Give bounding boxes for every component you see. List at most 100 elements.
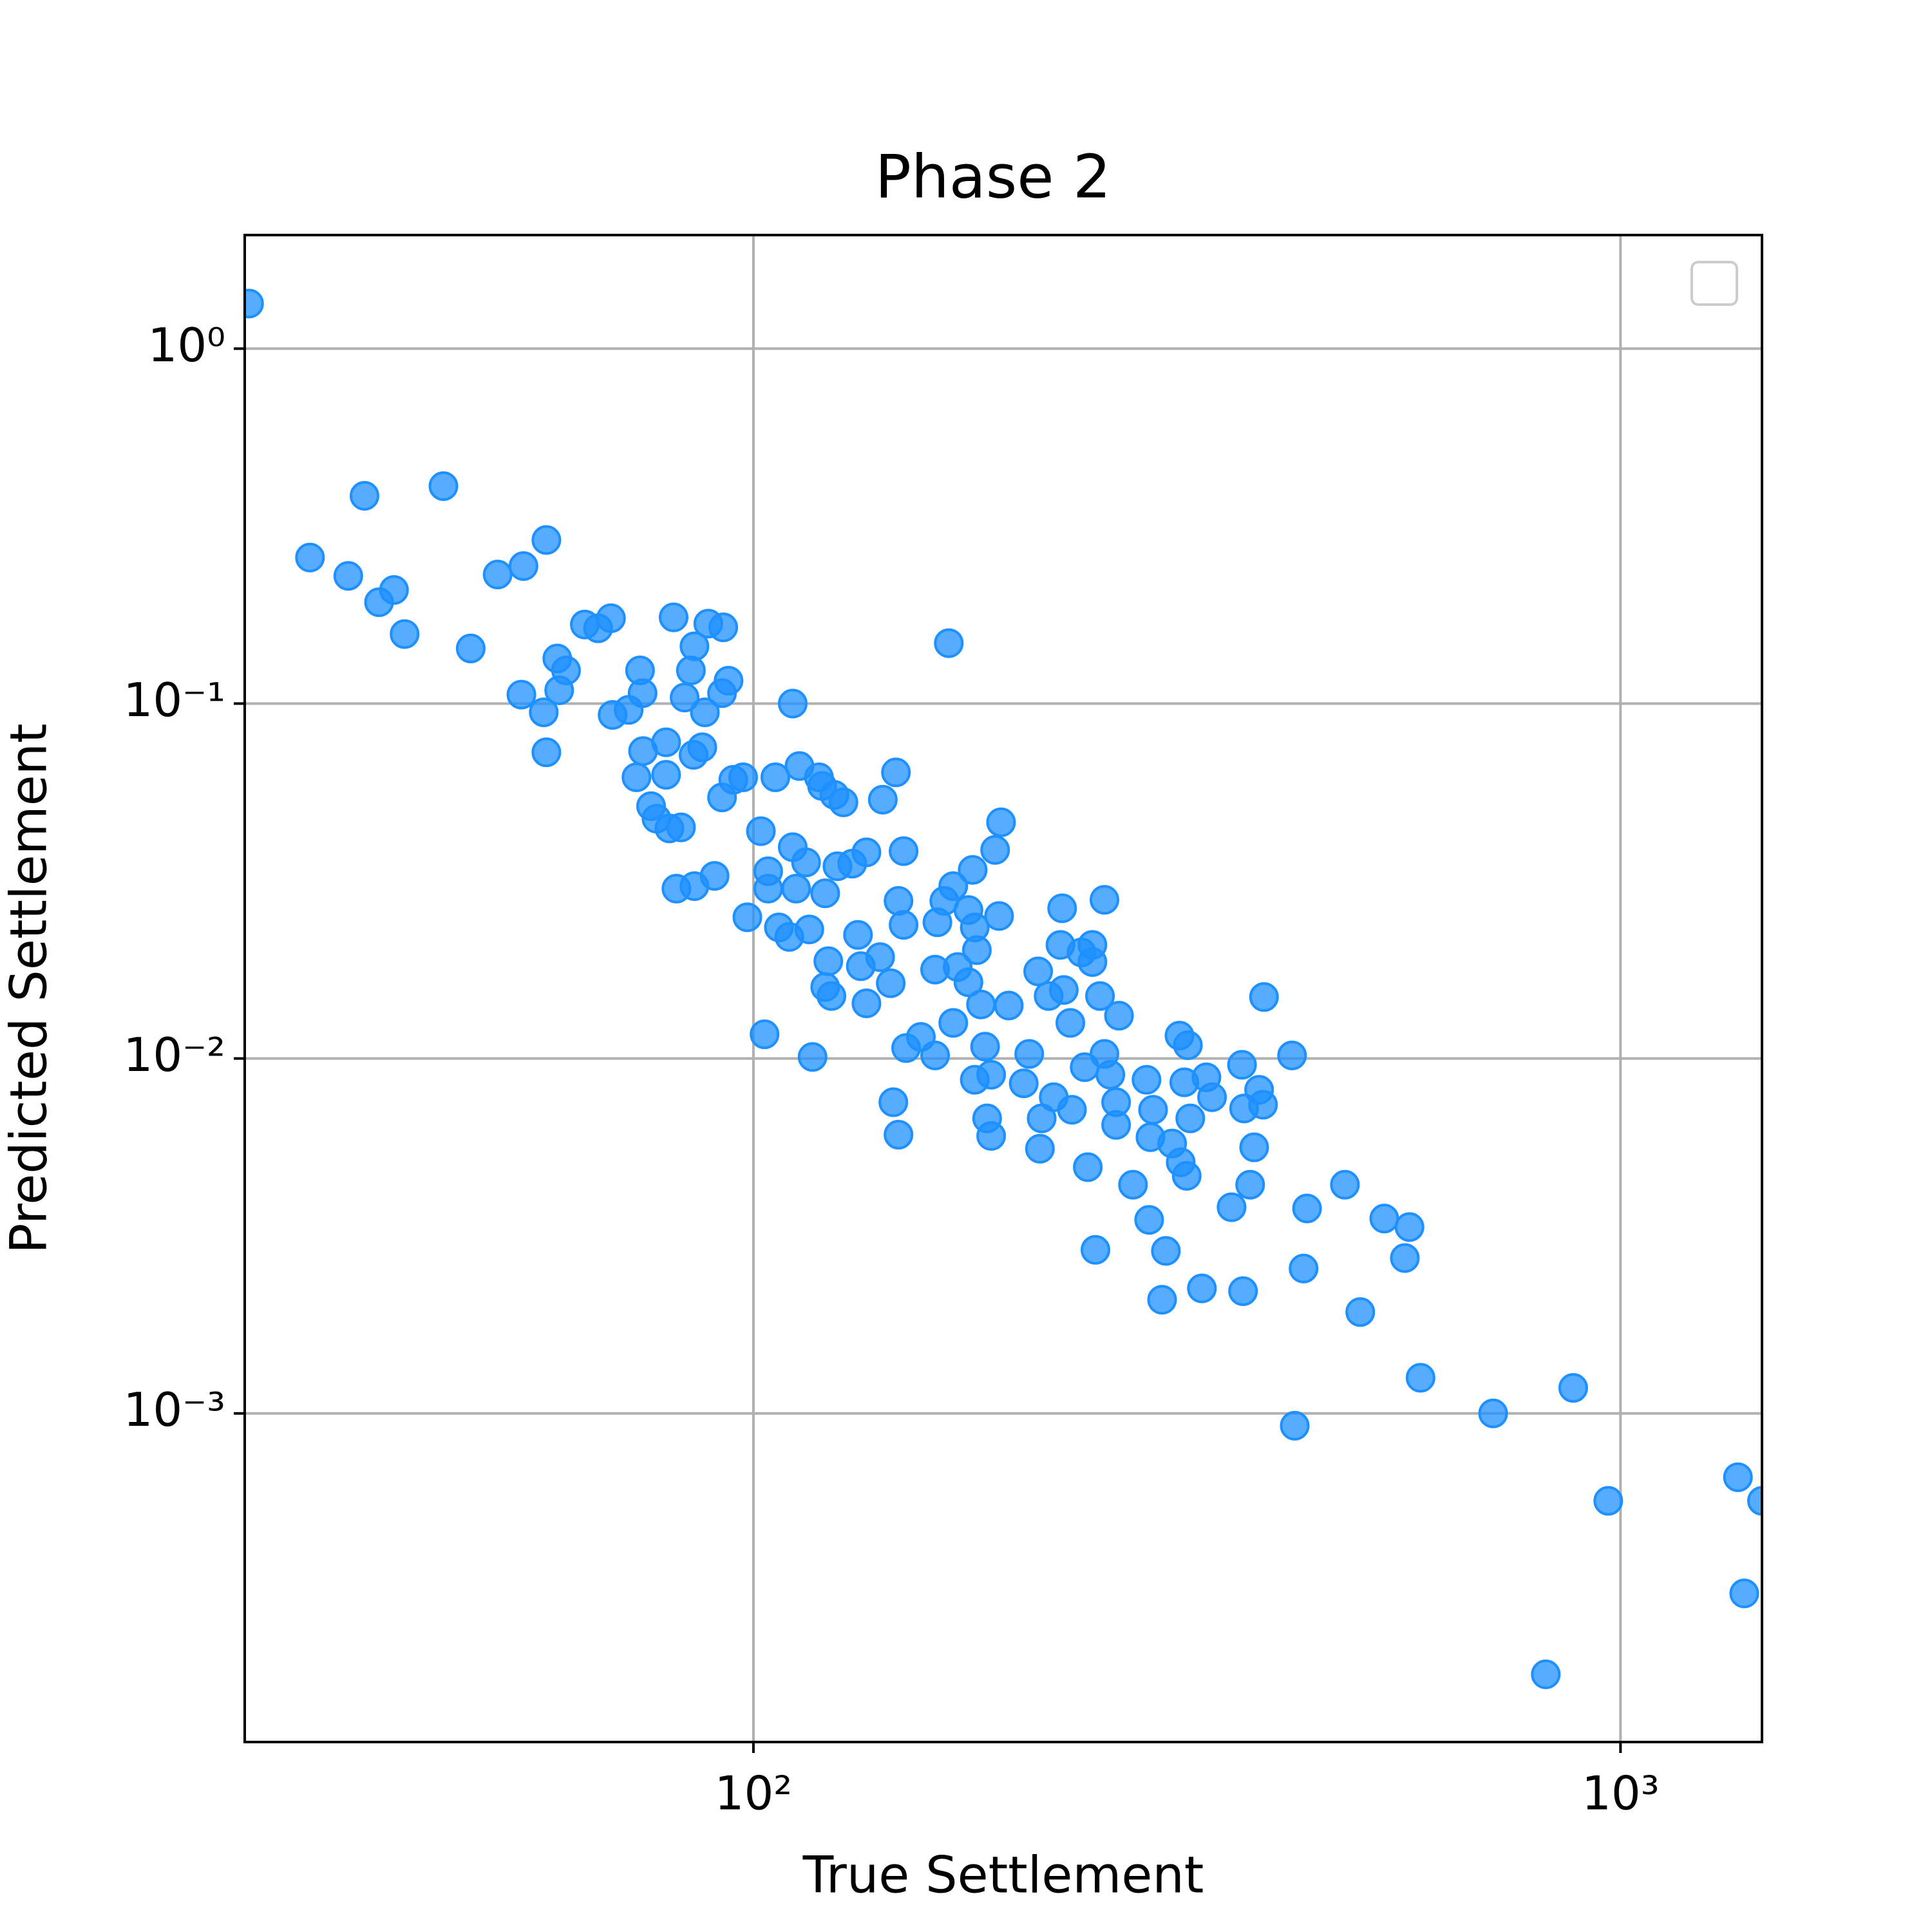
point — [938, 871, 969, 901]
point — [1073, 1152, 1103, 1182]
point — [728, 762, 758, 792]
plot-frame — [243, 234, 1763, 1743]
y-tick-label: 10⁻² — [124, 1028, 225, 1082]
y-tick-label: 10⁰ — [148, 318, 225, 372]
point — [791, 848, 821, 878]
point — [865, 942, 895, 972]
point — [1197, 1082, 1227, 1112]
point — [1187, 1273, 1217, 1303]
point — [884, 886, 914, 916]
point — [732, 902, 762, 933]
point — [551, 656, 581, 686]
point — [531, 525, 562, 555]
point — [867, 784, 898, 815]
point — [1056, 1008, 1086, 1038]
point — [813, 946, 844, 976]
point — [1057, 1095, 1087, 1125]
point — [1134, 1205, 1164, 1235]
point — [455, 633, 486, 663]
point — [531, 737, 562, 768]
point — [350, 480, 380, 511]
point — [961, 935, 992, 965]
point — [596, 603, 626, 633]
point — [1089, 885, 1119, 915]
point — [1292, 1193, 1322, 1224]
point — [1330, 1170, 1360, 1200]
point — [976, 1121, 1007, 1151]
point — [1104, 1001, 1134, 1031]
point — [878, 1087, 909, 1117]
point — [1235, 1170, 1265, 1200]
point — [851, 837, 882, 867]
point — [851, 989, 882, 1019]
y-tick-label: 10⁻³ — [124, 1383, 225, 1437]
point — [333, 561, 363, 591]
point — [621, 762, 652, 792]
point — [651, 727, 681, 757]
point — [1369, 1204, 1399, 1234]
point — [876, 968, 906, 998]
points — [245, 289, 1762, 1689]
point — [506, 679, 536, 710]
point — [1394, 1212, 1425, 1242]
point — [794, 914, 824, 945]
point — [1048, 975, 1079, 1005]
point — [1077, 947, 1108, 977]
point — [920, 1040, 951, 1070]
point — [1390, 1243, 1420, 1273]
point — [994, 990, 1024, 1021]
point — [750, 1019, 780, 1050]
point — [658, 602, 688, 632]
x-tick-label: 10² — [715, 1766, 792, 1821]
y-tick-label: 10⁻¹ — [124, 673, 225, 727]
point — [753, 873, 783, 904]
point — [1280, 1410, 1310, 1441]
point — [295, 542, 325, 573]
point — [1558, 1373, 1588, 1403]
point — [390, 619, 420, 649]
point — [1023, 956, 1054, 987]
point — [428, 471, 459, 501]
ticks: 10² 10³ 10⁰ 10⁻¹ 10⁻² 10⁻³ — [124, 318, 1660, 1821]
point — [1085, 981, 1115, 1011]
point — [1171, 1160, 1202, 1191]
point — [1025, 1133, 1055, 1164]
point — [953, 967, 983, 998]
x-tick-label: 10³ — [1582, 1766, 1659, 1821]
point — [1151, 1236, 1181, 1266]
point — [980, 835, 1010, 865]
point — [1239, 1132, 1269, 1162]
point — [627, 678, 658, 708]
point — [1478, 1398, 1508, 1428]
point — [699, 861, 730, 891]
point — [1081, 1235, 1111, 1265]
point — [1747, 1486, 1762, 1516]
point — [707, 678, 737, 708]
point — [889, 836, 919, 866]
point — [651, 760, 681, 790]
point — [966, 989, 996, 1019]
point — [1175, 1103, 1206, 1133]
point — [797, 1042, 828, 1072]
point — [1118, 1170, 1148, 1200]
point — [1095, 1059, 1126, 1090]
point — [934, 628, 964, 658]
x-axis-label: True Settlement — [802, 1846, 1204, 1904]
point — [670, 683, 700, 713]
point — [746, 816, 776, 846]
point — [1217, 1192, 1247, 1222]
point — [482, 560, 513, 590]
y-axis-label: Predicted Settlement — [0, 723, 58, 1253]
point — [1132, 1065, 1162, 1095]
point — [889, 910, 919, 940]
point — [1014, 1039, 1045, 1069]
point — [1277, 1040, 1307, 1070]
point — [245, 289, 264, 319]
point — [1249, 982, 1279, 1012]
point — [810, 878, 840, 909]
point — [938, 1008, 969, 1038]
point — [1531, 1659, 1561, 1689]
point — [1047, 893, 1077, 923]
point — [881, 757, 911, 788]
